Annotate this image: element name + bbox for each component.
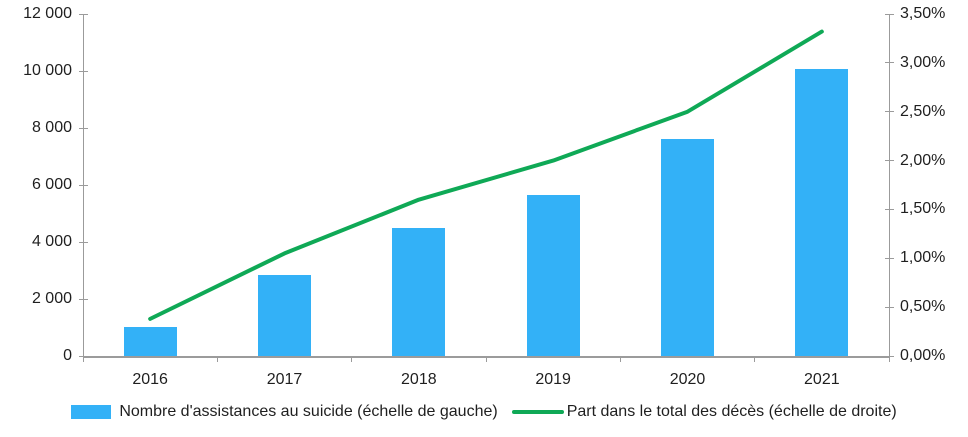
x-axis-tick-label: 2018: [401, 371, 437, 388]
right-axis-tick: [885, 208, 894, 210]
right-axis-tick-label: 0,50%: [900, 298, 946, 316]
left-axis-tick-label: 8 000: [31, 119, 72, 136]
x-axis-tick: [82, 356, 84, 362]
left-axis-tick-label: 12 000: [23, 5, 72, 22]
left-axis-tick: [79, 127, 88, 129]
right-axis-tick-label: 1,50%: [900, 200, 946, 218]
x-axis-tick: [619, 356, 621, 362]
right-axis-tick-label: 3,50%: [900, 5, 946, 22]
legend-line-swatch-icon: [511, 410, 564, 414]
right-axis-tick: [885, 355, 894, 357]
x-axis-tick-label: 2016: [132, 371, 168, 388]
right-axis-tick: [885, 160, 894, 162]
x-axis-tick: [351, 356, 353, 362]
left-axis-tick: [79, 70, 88, 72]
x-axis-tick-label: 2021: [804, 371, 840, 388]
x-axis-tick: [485, 356, 487, 362]
bar: [258, 275, 311, 356]
legend: Nombre d'assistances au suicide (échelle…: [0, 400, 968, 424]
left-axis-tick-label: 6 000: [31, 176, 72, 193]
x-axis-line: [83, 356, 890, 358]
bar: [795, 69, 849, 356]
right-axis-tick: [885, 13, 894, 15]
x-axis-tick: [888, 356, 890, 362]
right-axis-tick-label: 2,00%: [900, 151, 946, 169]
right-axis-tick-label: 3,00%: [900, 53, 946, 71]
x-axis-tick: [754, 356, 756, 362]
left-axis-tick: [79, 13, 88, 15]
left-axis-tick-label: 0: [63, 347, 72, 364]
x-axis-tick: [216, 356, 218, 362]
left-axis-tick: [79, 241, 88, 243]
x-axis-tick-label: 2019: [535, 371, 571, 388]
bar: [123, 326, 177, 356]
right-axis-tick: [885, 257, 894, 259]
legend-line-label: Part dans le total des décès (échelle de…: [566, 403, 897, 420]
bar: [661, 139, 714, 356]
right-axis-tick: [885, 306, 894, 308]
right-axis-line: [889, 14, 890, 356]
left-axis-tick-label: 2 000: [31, 290, 72, 307]
left-axis-tick-label: 10 000: [23, 62, 72, 79]
x-axis-tick-label: 2020: [669, 371, 706, 388]
right-axis-tick-label: 0,00%: [900, 347, 946, 364]
bar: [526, 194, 580, 356]
legend-bar-swatch-icon: [71, 405, 112, 419]
x-axis-tick-label: 2017: [266, 371, 303, 388]
left-axis-tick-label: 4 000: [31, 233, 72, 250]
left-axis-tick: [79, 298, 88, 300]
right-axis-tick: [885, 62, 894, 64]
left-axis-tick: [79, 184, 88, 186]
legend-bar-label: Nombre d'assistances au suicide (échelle…: [119, 403, 498, 420]
right-axis-tick: [885, 111, 894, 113]
right-axis-tick-label: 1,00%: [900, 249, 946, 267]
line-series-path: [148, 29, 824, 321]
left-axis-tick: [79, 355, 88, 357]
right-axis-tick-label: 2,50%: [900, 102, 946, 120]
bar: [392, 228, 446, 356]
